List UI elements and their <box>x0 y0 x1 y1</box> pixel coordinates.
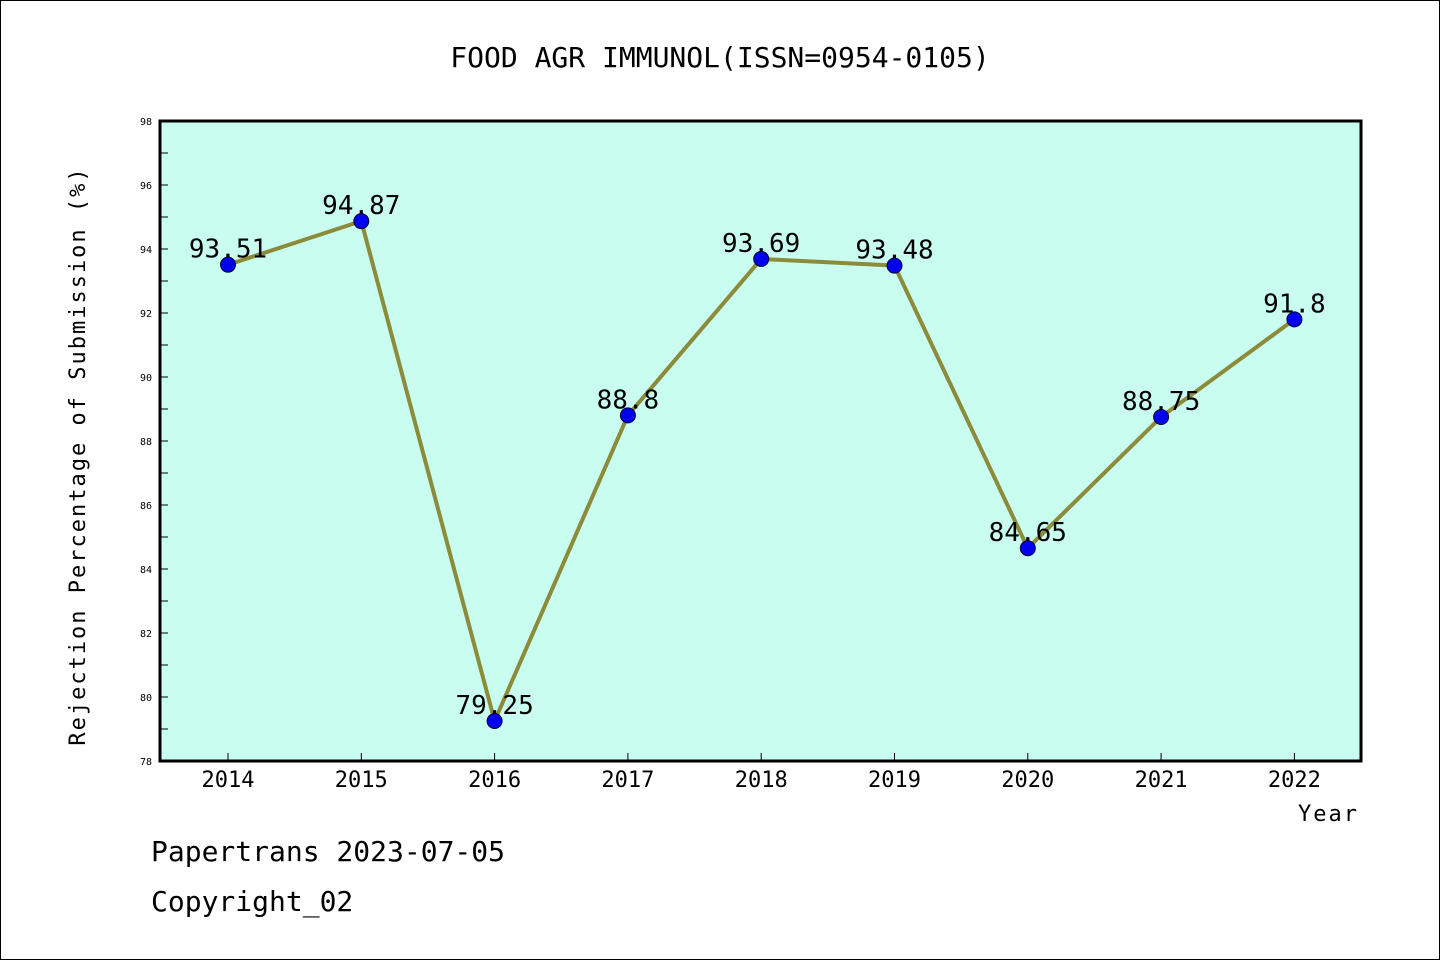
data-point <box>220 256 236 273</box>
data-point <box>1019 540 1036 557</box>
y-tick-label: 98 <box>140 117 152 128</box>
data-labels: 93.51 94.87 79.25 88.8 93.69 93.48 84.65 88.75 9… <box>189 191 1326 721</box>
x-tick-label: 2016 <box>468 768 521 793</box>
y-tick-label: 90 <box>140 373 152 384</box>
y-tick-label: 78 <box>140 757 152 768</box>
footer-copyright: Copyright_02 <box>151 885 354 918</box>
y-tick-label: 84 <box>140 565 152 576</box>
y-tick-label: 86 <box>140 501 152 512</box>
y-tick-label: 88 <box>140 437 152 448</box>
x-axis-ticks: 2014 2015 2016 2017 2018 2019 2020 2021 2022 <box>202 753 1321 793</box>
x-tick-label: 2014 <box>202 768 255 793</box>
y-axis-ticks: 78 80 82 84 86 88 90 92 94 96 98 <box>140 117 168 768</box>
data-label: 91.8 <box>1263 289 1326 319</box>
data-label: 93.48 <box>855 236 933 266</box>
x-tick-label: 2020 <box>1001 768 1054 793</box>
y-axis-label: Rejection Percentage of Submission (%) <box>66 166 91 745</box>
data-label: 94.87 <box>322 191 400 221</box>
x-tick-label: 2018 <box>735 768 788 793</box>
y-tick-label: 96 <box>140 181 152 192</box>
data-point <box>753 250 770 267</box>
y-tick-label: 82 <box>140 629 152 640</box>
x-tick-label: 2015 <box>335 768 388 793</box>
data-point <box>353 213 370 230</box>
y-tick-label: 94 <box>140 245 152 256</box>
data-label: 84.65 <box>989 518 1067 548</box>
data-label: 93.69 <box>722 229 800 259</box>
x-axis-label: Year <box>1298 802 1359 827</box>
data-label: 93.51 <box>189 235 267 265</box>
data-point <box>1153 409 1170 425</box>
x-tick-label: 2021 <box>1135 768 1188 793</box>
data-label: 79.25 <box>455 691 533 721</box>
data-point <box>486 713 503 729</box>
x-tick-label: 2019 <box>868 768 921 793</box>
data-point <box>886 257 903 274</box>
data-point <box>1286 311 1303 328</box>
x-tick-label: 2017 <box>601 768 654 793</box>
data-label: 88.75 <box>1122 387 1200 417</box>
chart-title: FOOD AGR IMMUNOL(ISSN=0954-0105) <box>450 41 989 74</box>
x-tick-label: 2022 <box>1268 768 1321 793</box>
y-tick-label: 92 <box>140 309 152 320</box>
data-markers <box>220 213 1303 729</box>
y-tick-label: 80 <box>140 693 152 704</box>
data-label: 88.8 <box>597 385 660 415</box>
data-point <box>619 407 636 424</box>
footer-date: Papertrans 2023-07-05 <box>151 835 506 868</box>
